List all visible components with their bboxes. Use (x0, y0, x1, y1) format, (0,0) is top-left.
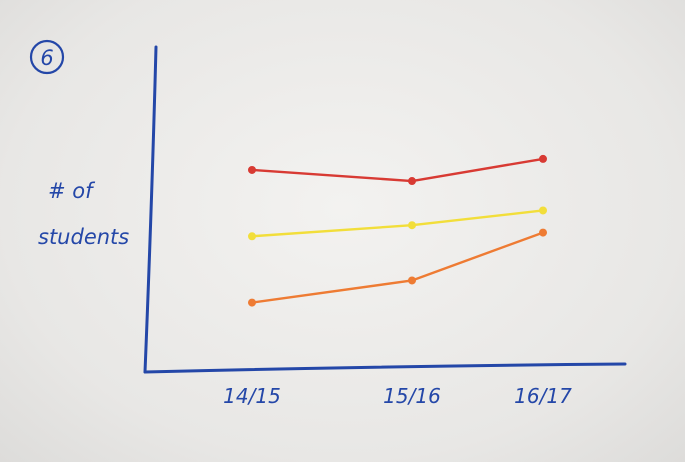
series-1 (248, 154, 547, 186)
series-2 (248, 206, 547, 241)
badge-circle (29, 39, 65, 75)
x-tick-label-2: 15/16 (383, 384, 441, 408)
series-3-point-1 (248, 298, 256, 307)
series-layer (248, 154, 547, 307)
y-axis-line (143, 45, 158, 374)
series-3-point-3 (539, 228, 547, 237)
series-3 (248, 228, 547, 307)
series-1-line (250, 157, 545, 183)
series-2-point-2 (408, 221, 416, 230)
x-tick-label-1: 14/15 (223, 384, 281, 408)
y-axis-label-line-1: # of (48, 179, 96, 203)
x-tick-labels: 14/15 15/16 16/17 (223, 384, 572, 408)
series-3-line (250, 231, 545, 304)
series-1-point-2 (408, 177, 416, 186)
number-badge: 6 (29, 39, 65, 75)
series-1-point-1 (248, 165, 256, 174)
x-tick-label-3: 16/17 (514, 384, 572, 408)
series-2-line (250, 209, 545, 238)
y-axis-label-line-2: students (38, 225, 129, 249)
x-axis-line (143, 362, 627, 374)
series-3-point-2 (408, 276, 416, 285)
series-2-point-1 (248, 232, 256, 241)
series-2-point-3 (539, 206, 547, 215)
badge-number: 6 (40, 46, 53, 70)
series-1-point-3 (539, 154, 547, 163)
